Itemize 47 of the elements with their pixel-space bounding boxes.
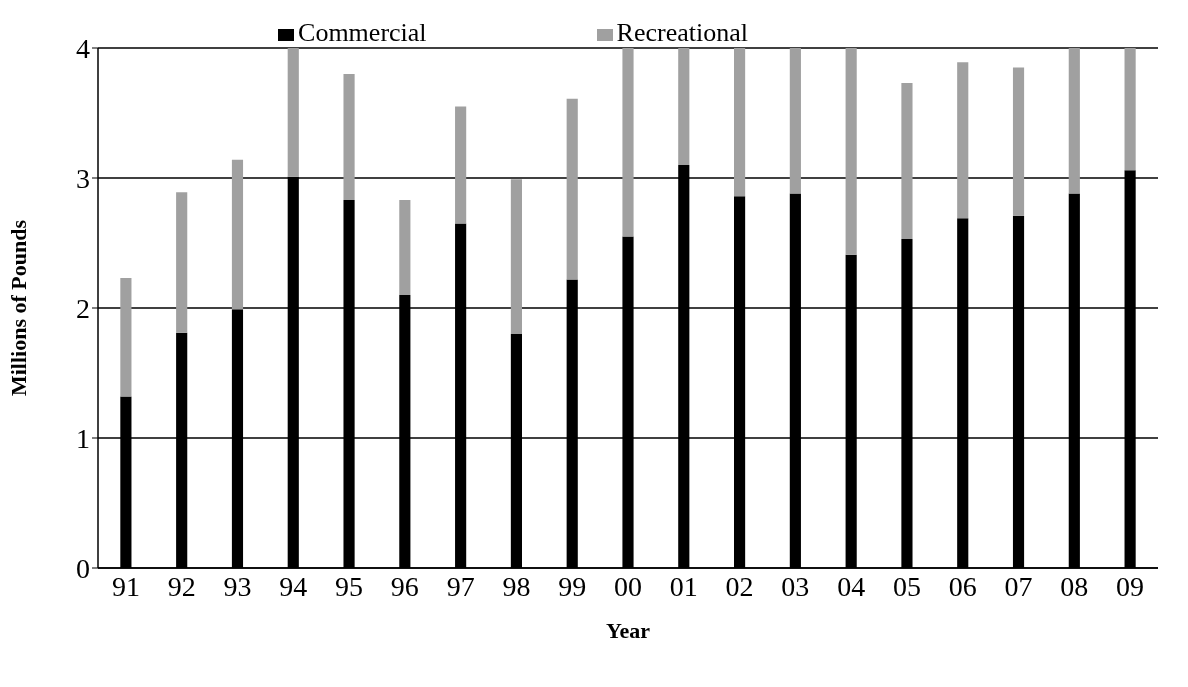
x-tick-label: 93: [223, 570, 252, 602]
bar: [287, 48, 299, 177]
x-tick-label: 95: [335, 570, 364, 602]
x-tick-label: 03: [781, 570, 810, 602]
y-tick-label: 1: [76, 422, 90, 454]
x-tick-label: 05: [892, 570, 921, 602]
bar: [566, 98, 578, 280]
y-tick-label: 2: [76, 292, 90, 324]
bar: [231, 159, 244, 310]
bar: [734, 48, 746, 197]
bar: [622, 48, 634, 237]
x-tick-label: 06: [948, 570, 977, 602]
x-tick-label: 09: [1116, 570, 1145, 602]
bar: [399, 200, 411, 295]
x-tick-label: 00: [614, 570, 642, 602]
x-axis-title: Year: [606, 618, 651, 643]
bar: [455, 106, 467, 224]
y-tick-label: 4: [76, 32, 90, 64]
x-tick-label: 08: [1060, 570, 1089, 602]
x-tick-label: 07: [1004, 570, 1033, 602]
x-tick-label: 01: [669, 570, 698, 602]
bar: [120, 278, 132, 397]
y-axis-title: Millions of Pounds: [5, 219, 31, 397]
bar: [845, 48, 857, 255]
legend-label: Recreational: [616, 18, 748, 47]
x-tick-label: 92: [167, 570, 196, 602]
bar: [1012, 67, 1025, 216]
bar: [510, 179, 522, 334]
bar: [789, 48, 801, 194]
bar: [957, 62, 969, 219]
y-tick-label: 3: [76, 162, 90, 194]
bar: [1124, 48, 1136, 171]
bar: [343, 74, 355, 201]
x-tick-label: 96: [390, 570, 419, 602]
x-tick-label: 91: [111, 570, 140, 602]
x-tick-label: 04: [837, 570, 866, 602]
bar: [901, 83, 913, 240]
y-tick-label: 0: [76, 552, 90, 584]
x-tick-label: 97: [446, 570, 475, 602]
bar: [1068, 48, 1080, 194]
x-tick-label: 98: [502, 570, 531, 602]
legend-label: Commercial: [298, 18, 427, 47]
bar: [176, 192, 188, 333]
bar: [678, 48, 690, 165]
x-tick-label: 99: [558, 570, 587, 602]
x-tick-label: 02: [725, 570, 754, 602]
x-tick-label: 94: [279, 570, 308, 602]
